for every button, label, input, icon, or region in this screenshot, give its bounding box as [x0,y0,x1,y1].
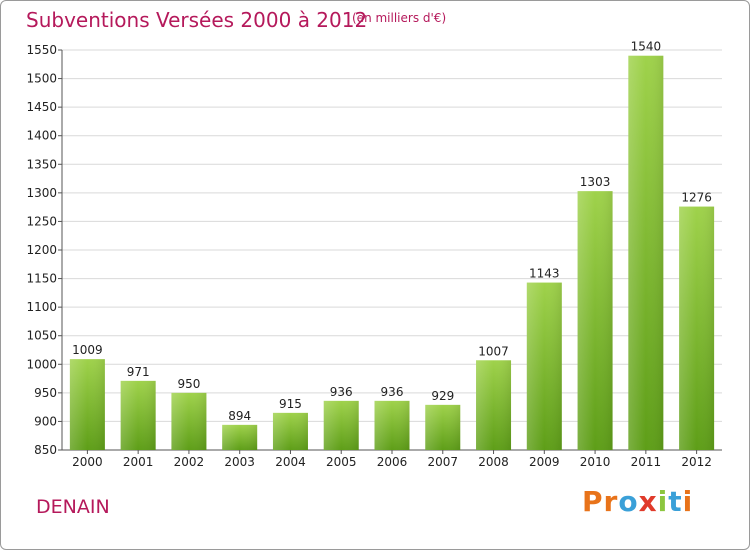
x-tick-label: 2001 [123,455,154,469]
x-tick-label: 2008 [478,455,509,469]
y-tick-label: 1550 [26,43,57,57]
logo-letter: i [682,485,694,518]
value-label: 936 [381,385,404,399]
value-label: 1007 [478,344,509,358]
x-tick-label: 2000 [72,455,103,469]
logo-letter: o [618,485,639,518]
x-tick-label: 2011 [631,455,662,469]
value-label: 929 [431,389,454,403]
value-label: 1276 [681,191,712,205]
logo-letter: r [603,485,619,518]
place-name: DENAIN [36,496,110,518]
y-axis-tick-labels: 850 900 950 1000 1050 1100 1150 1200 1250 1300 135… [26,43,57,457]
y-tick-label: 1250 [26,214,57,228]
logo-letter: x [638,485,658,518]
value-label: 1009 [72,343,103,357]
x-tick-label: 2002 [174,455,205,469]
value-label: 915 [279,397,302,411]
logo-letter: t [668,485,683,518]
bar-shading [69,359,105,450]
y-tick-label: 1500 [26,72,57,86]
y-tick-label: 850 [34,443,57,457]
value-label: 1303 [580,175,611,189]
bar-shading [374,400,410,450]
bar-shading [679,206,715,450]
chart-subtitle: (en milliers d'€) [352,11,447,25]
value-label: 1143 [529,267,560,281]
bar-shading [628,55,664,450]
proxiti-logo: Proxiti [582,485,693,518]
x-tick-label: 2005 [326,455,357,469]
bar-shading [272,412,308,450]
value-label: 894 [228,409,251,423]
x-tick-label: 2010 [580,455,611,469]
bar-shading [425,404,461,450]
x-tick-label: 2004 [275,455,306,469]
logo-letter: P [582,485,604,518]
y-tick-label: 1400 [26,129,57,143]
y-tick-label: 1150 [26,272,57,286]
bar-shading [476,360,512,450]
bar-shading [577,191,613,450]
x-tick-label: 2006 [377,455,408,469]
value-label: 936 [330,385,353,399]
y-tick-label: 1350 [26,157,57,171]
bar-shading [526,282,562,450]
value-labels: 1009 971 950 894 915 936 936 929 1007 1143 1303 154… [72,40,712,423]
bar-shading [171,392,207,450]
y-tick-label: 1050 [26,329,57,343]
bar-shading [120,380,156,450]
x-tick-label: 2012 [681,455,712,469]
bar-shading [323,400,359,450]
x-tick-label: 2009 [529,455,560,469]
y-tick-label: 1450 [26,100,57,114]
x-tick-label: 2003 [224,455,255,469]
value-label: 1540 [631,40,662,54]
x-axis-tick-labels: 2000 2001 2002 2003 2004 2005 2006 2007 2008 2009… [72,455,712,469]
bar-shading [222,424,258,450]
x-tick-label: 2007 [427,455,458,469]
y-tick-label: 1100 [26,300,57,314]
y-tick-label: 1300 [26,186,57,200]
value-label: 950 [177,377,200,391]
bars [69,55,715,450]
chart-title: Subventions Versées 2000 à 2012 [26,8,368,32]
y-tick-label: 900 [34,414,57,428]
y-tick-label: 950 [34,386,57,400]
logo-letter: i [657,485,669,518]
y-tick-label: 1200 [26,243,57,257]
y-tick-label: 1000 [26,357,57,371]
value-label: 971 [127,365,150,379]
